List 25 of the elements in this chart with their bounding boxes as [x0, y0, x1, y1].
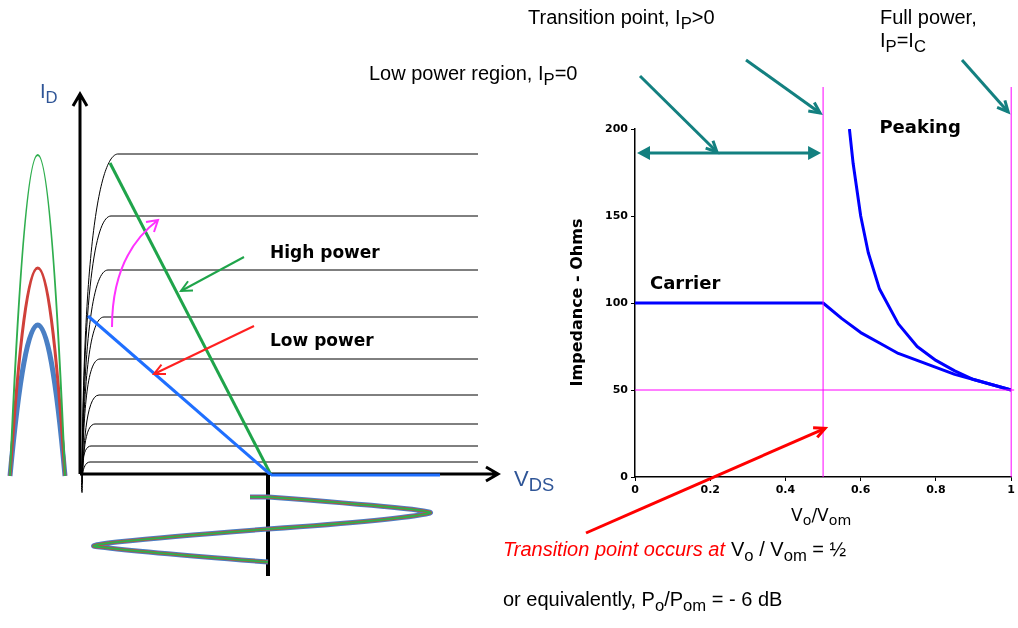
text: V$_{DS}$ [514, 466, 555, 497]
x-tick-label: 1 [1007, 483, 1015, 497]
series-label: Carrier [650, 272, 721, 293]
text: High power [270, 242, 380, 262]
x-tick-label: 0.4 [775, 483, 796, 497]
text: or equivalently, P$_{o}$/P$_{om}$ = - 6 dB [503, 588, 783, 616]
y-axis-title: Impedance - Ohms [567, 218, 587, 387]
x-tick-label: 0.8 [926, 483, 946, 497]
text: Transition point, I$_{P}$>0 [528, 6, 715, 34]
text: Full power, I$_{P}$=I$_{C}$ [880, 6, 978, 57]
y-tick-label: 100 [605, 295, 629, 309]
y-tick-label: 50 [612, 382, 629, 396]
text: Transition point occurs at [503, 538, 725, 561]
text: Low power region, I$_{P}$=0 [369, 62, 578, 90]
text: V$_{o}$ / V$_{om}$ = ½ [731, 538, 847, 566]
x-tick-label: 0.6 [850, 483, 871, 497]
series-label: Peaking [879, 116, 961, 137]
y-tick-label: 150 [605, 208, 629, 222]
y-tick-label: 200 [605, 121, 629, 135]
y-tick-label: 0 [620, 469, 629, 483]
text: I$_{D}$ [40, 80, 58, 108]
text: Low power [270, 330, 374, 350]
x-tick-label: 0.2 [700, 483, 720, 497]
x-tick-label: 0 [631, 483, 640, 497]
x-axis-title: V$_{o}$/V$_{om}$ [791, 505, 852, 529]
